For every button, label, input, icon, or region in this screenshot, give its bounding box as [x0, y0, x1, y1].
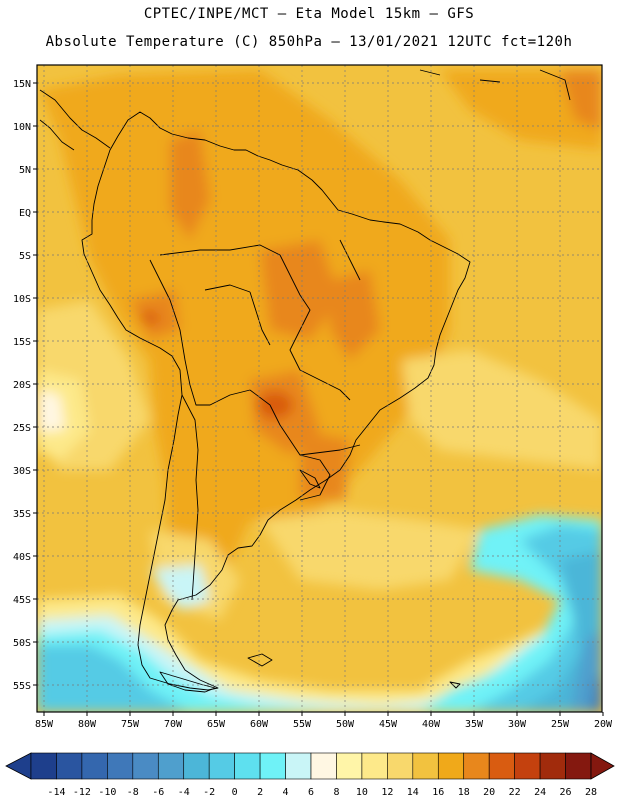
colorbar-tick-label: -6 [152, 787, 164, 798]
colorbar-tick-label: -12 [73, 787, 91, 798]
colorbar-tick-label: -10 [98, 787, 116, 798]
lat-tick-label: 5S [19, 251, 31, 262]
colorbar-tick-label: -4 [178, 787, 190, 798]
lat-tick-label: 25S [13, 423, 31, 434]
lon-tick-label: 35W [465, 719, 484, 730]
colorbar-swatch [132, 752, 159, 780]
latitude-axis: 15N 10N 5N EQ 5S 10S 15S 20S 25S 30S 35S 40S 45S 50S 5… [13, 79, 37, 692]
colorbar-tick-label: -2 [203, 787, 215, 798]
lat-tick-label: 10S [13, 294, 31, 305]
lat-tick-label: 55S [13, 681, 31, 692]
lon-tick-label: 20W [594, 719, 613, 730]
lon-tick-label: 75W [121, 719, 140, 730]
colorbar-swatch [208, 752, 235, 780]
lon-tick-label: 85W [35, 719, 54, 730]
colorbar-tick-label: 10 [356, 787, 368, 798]
lat-tick-label: 45S [13, 595, 31, 606]
temperature-colorbar [5, 752, 615, 780]
colorbar-swatch [183, 752, 210, 780]
central-america-coastline [39, 89, 111, 151]
lat-tick-label: 40S [13, 552, 31, 563]
colorbar-swatch [259, 752, 286, 780]
colorbar-swatch [488, 752, 515, 780]
colorbar-swatch [565, 752, 592, 780]
southern-cone-borders [249, 389, 361, 501]
lon-tick-label: 40W [422, 719, 441, 730]
colorbar-swatch [285, 752, 312, 780]
tierra-del-fuego [159, 671, 216, 693]
colorbar-tick-label: 4 [283, 787, 289, 798]
lat-tick-label: 35S [13, 509, 31, 520]
lon-tick-label: 55W [293, 719, 312, 730]
colorbar-tick-label: 22 [509, 787, 521, 798]
lat-tick-label: 50S [13, 638, 31, 649]
lat-tick-label: 15N [13, 79, 31, 90]
lon-tick-label: 25W [551, 719, 570, 730]
colorbar-tick-label: 24 [534, 787, 546, 798]
colorbar-swatch [387, 752, 414, 780]
longitude-axis: 85W 80W 75W 70W 65W 60W 55W 50W 45W 40W 35W 30W 25W 2… [35, 712, 613, 730]
colorbar-tick-label: 12 [381, 787, 393, 798]
colorbar-swatch [437, 752, 465, 780]
colorbar-tick-label: -14 [47, 787, 65, 798]
colorbar-swatch [514, 752, 541, 780]
colorbar-tick-label: 20 [483, 787, 495, 798]
latlon-grid [37, 65, 602, 712]
colorbar-arrow-high [590, 752, 615, 780]
lat-tick-label: 10N [13, 122, 31, 133]
brazil-border [159, 239, 361, 401]
colorbar-swatch [56, 752, 83, 780]
lake-patos [299, 469, 321, 489]
colorbar-labels: -14 -12 -10 -8 -6 -4 -2 0 2 4 6 8 10 12 14 16 18 20 22 24 26… [47, 787, 597, 798]
lon-tick-label: 50W [336, 719, 355, 730]
colorbar-swatch [234, 752, 261, 780]
map-title-model: CPTEC/INPE/MCT – Eta Model 15km – GFS [143, 6, 475, 22]
colorbar-swatch [310, 752, 337, 780]
lon-tick-label: 60W [250, 719, 269, 730]
colorbar-swatch [361, 752, 388, 780]
map-frame [36, 64, 603, 713]
colorbar-tick-label: 26 [560, 787, 572, 798]
lon-tick-label: 45W [379, 719, 398, 730]
lat-tick-label: 30S [13, 466, 31, 477]
colorbar-tick-label: 28 [585, 787, 597, 798]
colorbar-arrow-low [5, 752, 32, 780]
lat-tick-label: 5N [19, 165, 31, 176]
colorbar-swatch [157, 752, 185, 780]
colorbar-tick-label: 14 [407, 787, 419, 798]
colorbar-swatch [336, 752, 363, 780]
colorbar-tick-label: 6 [308, 787, 314, 798]
coastlines [39, 69, 571, 693]
lat-tick-label: EQ [19, 208, 31, 219]
lon-tick-label: 65W [207, 719, 226, 730]
colorbar-tick-label: 8 [333, 787, 339, 798]
lat-tick-label: 15S [13, 337, 31, 348]
caribbean-islands [419, 69, 571, 101]
colorbar-swatch [107, 752, 134, 780]
colorbar-swatch [463, 752, 490, 780]
colorbar-tick-label: 16 [432, 787, 444, 798]
lon-tick-label: 80W [78, 719, 97, 730]
lon-tick-label: 30W [508, 719, 527, 730]
colorbar-swatch [539, 752, 566, 780]
colorbar-swatch [412, 752, 439, 780]
colorbar-tick-label: 18 [458, 787, 470, 798]
south-america-coastline [81, 111, 471, 691]
colorbar-tick-label: 2 [257, 787, 263, 798]
map-title-field: Absolute Temperature (C) 850hPa – 13/01/… [45, 34, 573, 50]
lon-tick-label: 70W [164, 719, 183, 730]
colorbar-tick-label: -8 [127, 787, 139, 798]
temperature-field [37, 65, 602, 712]
lat-tick-label: 20S [13, 380, 31, 391]
field-shading [37, 70, 602, 712]
falklands [247, 653, 273, 667]
colorbar-swatch [81, 752, 108, 780]
colorbar-swatch [30, 752, 57, 780]
colorbar-tick-label: 0 [232, 787, 238, 798]
